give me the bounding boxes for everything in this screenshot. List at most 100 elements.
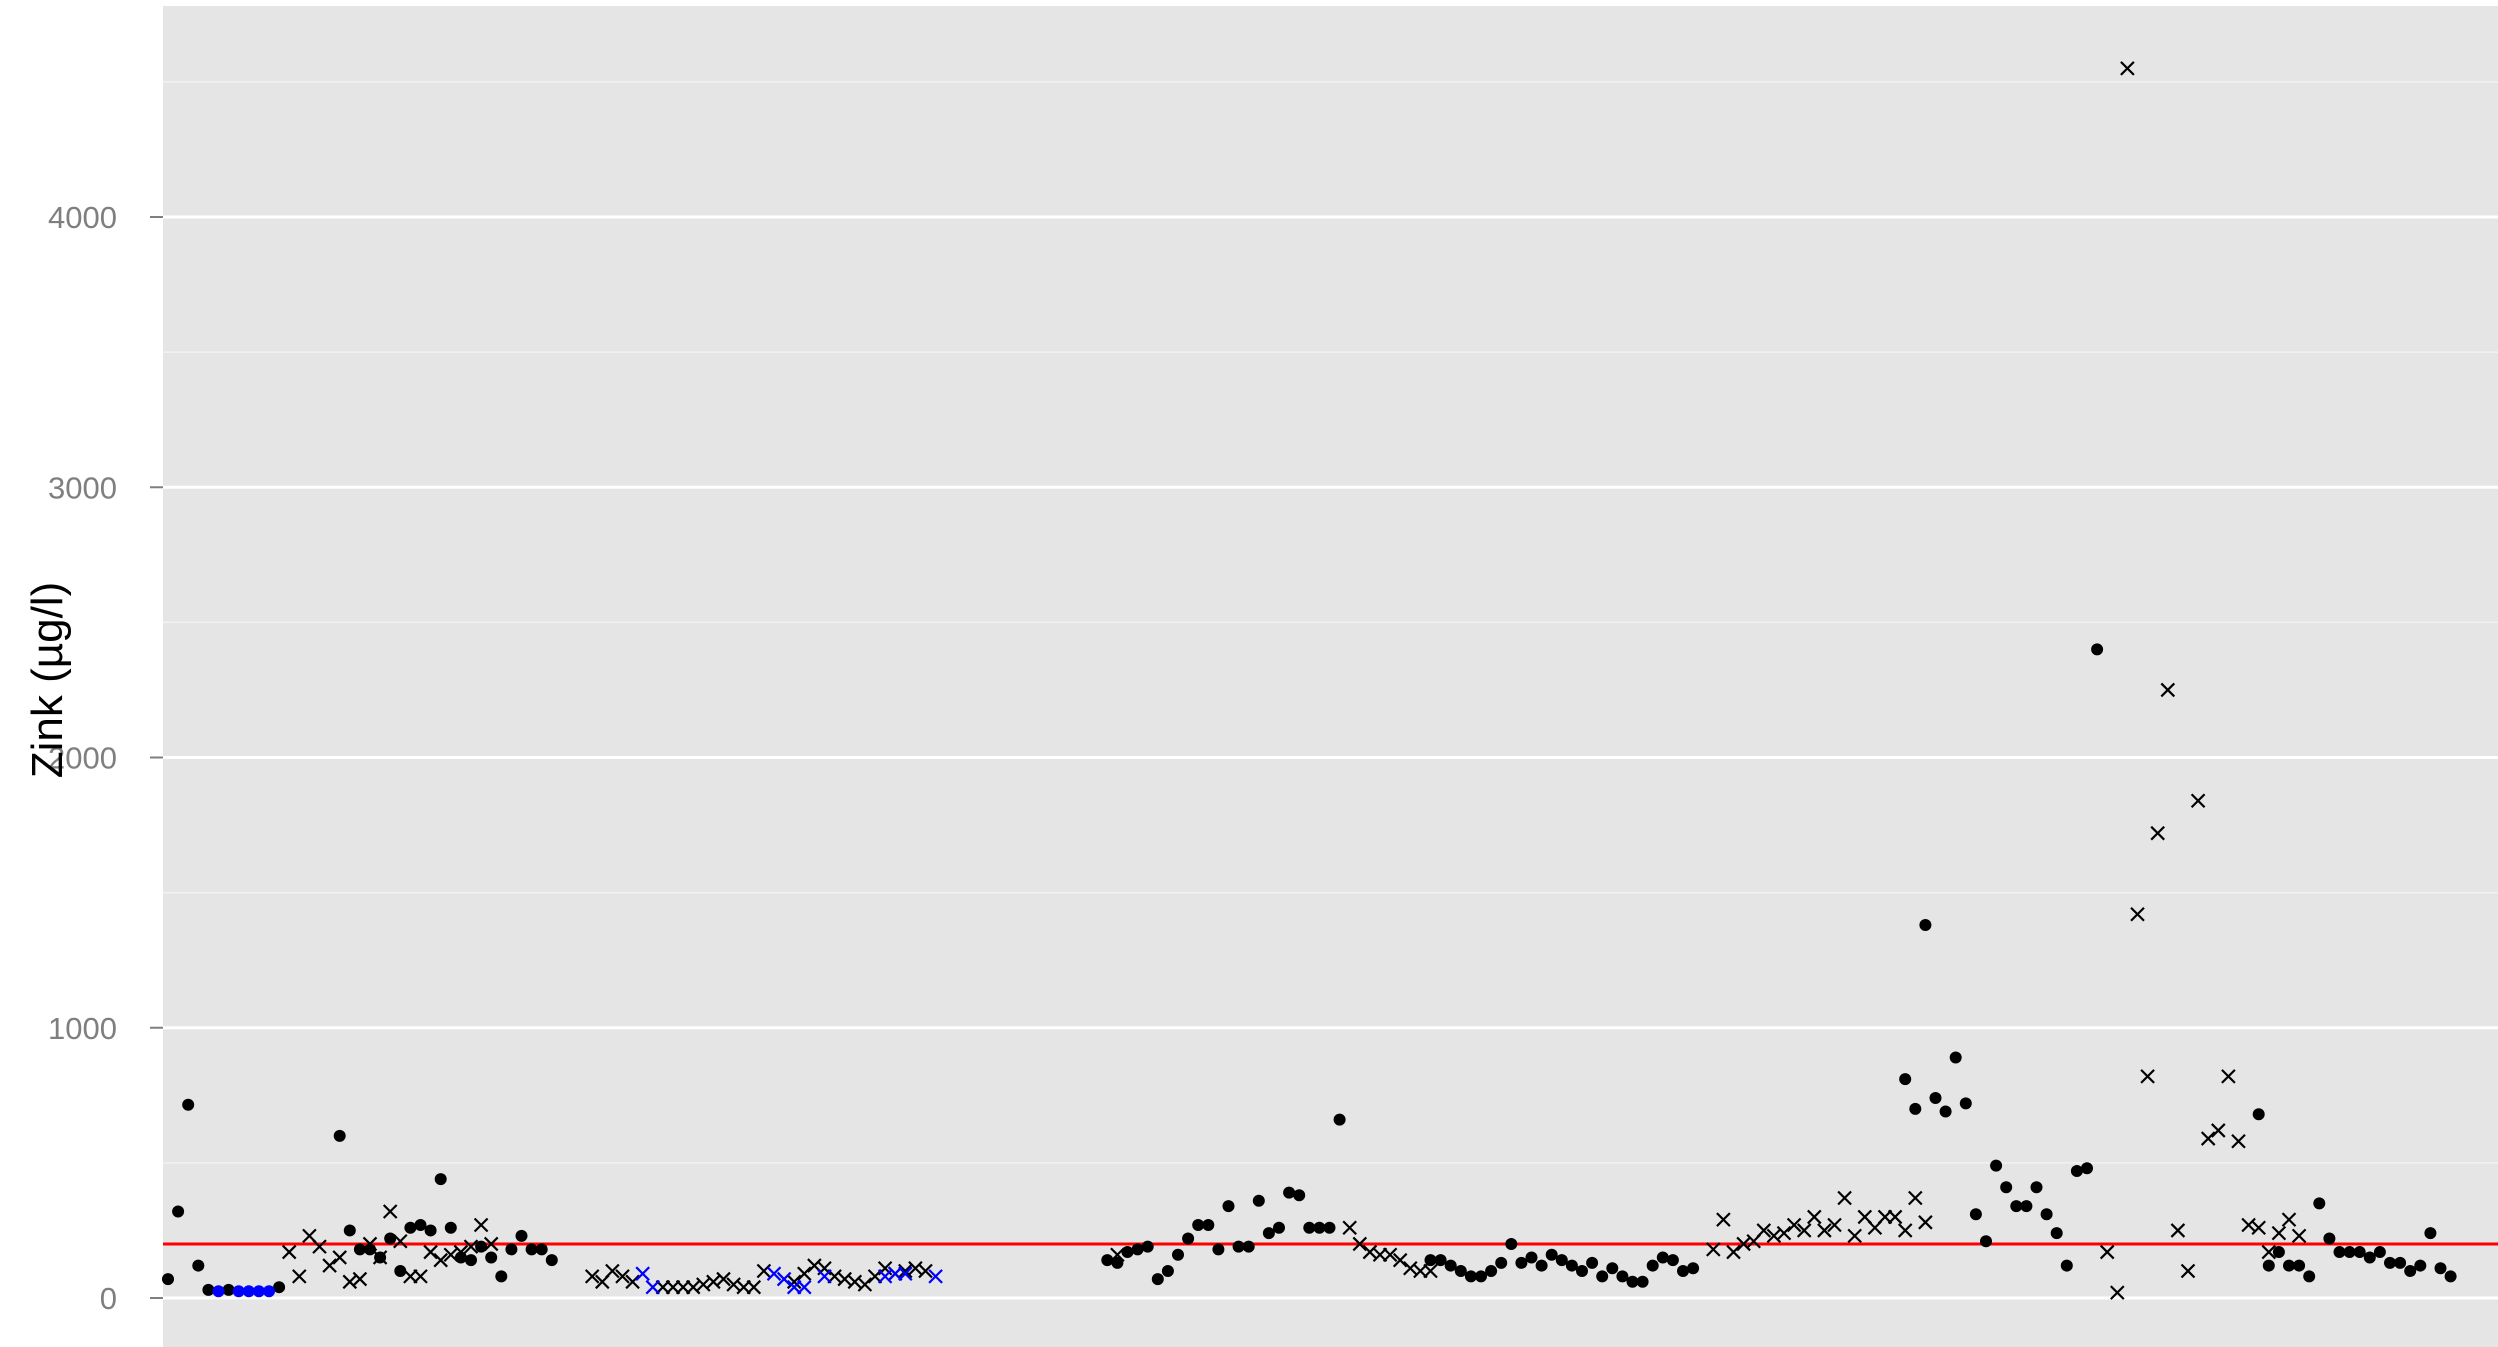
data-point-cross [312, 1239, 327, 1254]
data-point-dot [2323, 1232, 2336, 1245]
data-point-dot [2303, 1270, 2316, 1283]
data-point-dot [2444, 1270, 2457, 1283]
data-point-cross [473, 1217, 489, 1233]
data-point-cross [2221, 1069, 2236, 1084]
data-point-cross [2291, 1228, 2307, 1244]
data-point-cross [393, 1233, 408, 1249]
data-point-cross [1776, 1225, 1792, 1241]
data-point-dot [182, 1098, 195, 1111]
data-point-dot [1535, 1259, 1548, 1272]
data-point-cross [1110, 1247, 1125, 1263]
data-point-dot [545, 1254, 558, 1267]
data-point-dot [273, 1281, 286, 1294]
data-point-dot [222, 1283, 235, 1296]
data-point-cross [483, 1236, 499, 1252]
data-point-dot [2424, 1227, 2437, 1240]
data-point-dot [1141, 1240, 1154, 1253]
data-point-dot [1929, 1092, 1942, 1105]
data-point-dot [1616, 1270, 1629, 1283]
data-point-cross [352, 1271, 368, 1287]
data-point-cross [2099, 1244, 2115, 1260]
data-point-cross [1342, 1220, 1357, 1236]
y-tick-label: 2000 [48, 741, 117, 776]
data-point-cross [2211, 1123, 2226, 1138]
data-point-dot [1151, 1273, 1164, 1286]
data-point-dot [1475, 1270, 1487, 1283]
data-point-cross [1726, 1244, 1741, 1260]
data-point-dot [1444, 1259, 1457, 1272]
data-point-cross [2200, 1131, 2216, 1146]
data-point-cross [1918, 1215, 1933, 1230]
data-point-dot [1545, 1248, 1558, 1261]
data-point-dot [1677, 1264, 1689, 1277]
data-point-cross [1807, 1209, 1822, 1225]
data-point-dot [2293, 1259, 2306, 1272]
data-point-cross [1756, 1223, 1772, 1238]
data-point-cross [1887, 1209, 1903, 1225]
data-point-dot [2252, 1108, 2265, 1121]
data-point-dot [192, 1259, 205, 1272]
data-point-dot [2050, 1227, 2063, 1240]
data-point-dot [1252, 1194, 1265, 1207]
data-point-dot [2404, 1264, 2417, 1277]
data-point-dot [2313, 1197, 2326, 1210]
data-point-cross [857, 1277, 873, 1292]
data-point-cross [1837, 1190, 1852, 1206]
data-point-dot [343, 1224, 356, 1237]
data-point-cross [463, 1239, 479, 1254]
y-axis-title: Zink (µg/l) [23, 582, 72, 778]
data-point-dot [1283, 1186, 1296, 1199]
data-point-cross [1382, 1247, 1398, 1263]
data-point-dot [1192, 1219, 1205, 1232]
data-point-cross [746, 1279, 762, 1295]
data-point-dot [333, 1129, 346, 1142]
data-point-dot [434, 1173, 447, 1186]
data-point-dot [1242, 1240, 1255, 1253]
data-point-dot [424, 1224, 437, 1237]
data-point-dot [1495, 1256, 1508, 1269]
y-tick-label: 1000 [48, 1011, 117, 1046]
data-point-cross [1908, 1190, 1923, 1206]
data-point-dot [485, 1251, 498, 1264]
data-point-dot [2373, 1246, 2386, 1259]
data-point-cross [2231, 1133, 2246, 1149]
data-point-cross [2180, 1263, 2196, 1279]
data-point-dot [1464, 1270, 1477, 1283]
data-point-dot [2343, 1246, 2356, 1259]
data-point-dot [1555, 1254, 1568, 1267]
data-point-cross [928, 1269, 943, 1284]
data-point-dot [2394, 1256, 2407, 1269]
data-point-dot [172, 1205, 185, 1218]
data-point-dot [1909, 1102, 1922, 1115]
data-point-cross [817, 1269, 832, 1284]
data-point-cross [1847, 1228, 1862, 1244]
data-point-cross [625, 1274, 640, 1290]
data-point-dot [1606, 1262, 1619, 1275]
data-point-dot [2010, 1200, 2023, 1213]
data-point-dot [1505, 1237, 1518, 1250]
data-point-dot [1424, 1254, 1437, 1267]
y-tick-label: 0 [100, 1281, 117, 1316]
data-point-dot [465, 1254, 477, 1267]
data-point-dot [2262, 1259, 2275, 1272]
data-point-dot [2030, 1181, 2043, 1194]
data-point-dot [1182, 1232, 1195, 1245]
data-point-dot [1172, 1248, 1184, 1261]
data-point-dot [1333, 1113, 1346, 1126]
data-point-cross [322, 1258, 337, 1273]
minor-gridlines [163, 81, 2498, 1164]
data-point-dot [1949, 1051, 1962, 1064]
data-point-dot [1515, 1256, 1528, 1269]
data-point-dot [2283, 1259, 2295, 1272]
data-point-cross [382, 1204, 398, 1219]
data-point-cross [2251, 1220, 2266, 1236]
data-point-dot [2353, 1246, 2366, 1259]
data-point-cross [776, 1271, 792, 1287]
data-point-dot [212, 1285, 225, 1298]
data-point-dot [1131, 1243, 1144, 1256]
data-point-cross [362, 1236, 378, 1252]
data-point-dot [2081, 1162, 2093, 1175]
data-points [162, 61, 2457, 1300]
data-point-cross [2150, 825, 2165, 841]
data-point-dot [1111, 1256, 1124, 1269]
